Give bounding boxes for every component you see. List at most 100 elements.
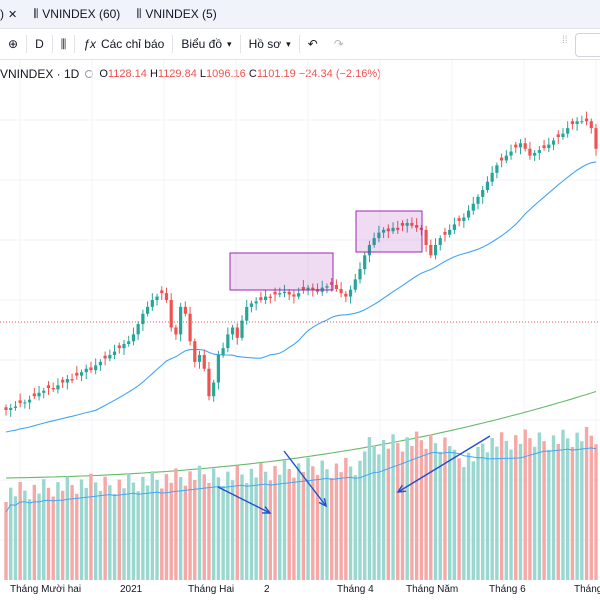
candle-body (131, 334, 136, 342)
volume-bar (37, 493, 41, 580)
candle-body (377, 232, 381, 239)
volume-bar (589, 435, 593, 580)
candle-body (273, 291, 277, 295)
volume-bar (292, 477, 296, 580)
volume-bar (523, 429, 527, 580)
low-key: L (199, 68, 207, 80)
volume-bar (514, 435, 518, 580)
candle-body (23, 402, 27, 404)
volume-bar (499, 432, 504, 580)
candle-body (56, 385, 60, 390)
candle-body (112, 351, 117, 355)
close-key: C (248, 68, 257, 80)
candle-body (103, 355, 107, 359)
add-symbol-button[interactable]: ⊕ (0, 29, 26, 59)
volume-bar (249, 468, 254, 580)
close-icon[interactable]: ✕ (8, 8, 18, 21)
volume-bar (79, 479, 84, 580)
toolbar-divider (74, 35, 76, 53)
volume-bar (221, 485, 225, 580)
candle-body (89, 367, 93, 371)
status-dot-icon (85, 70, 94, 78)
candle-body (94, 365, 98, 371)
volume-bar (245, 483, 249, 580)
volume-bar (358, 460, 362, 580)
arrow-head (318, 498, 327, 508)
volume-bar (145, 485, 150, 580)
candle-body (146, 306, 150, 314)
volume-bar (9, 487, 13, 580)
toolbar-divider (239, 35, 241, 53)
candle-body (344, 293, 348, 297)
candle-body (533, 152, 537, 156)
candle-body (551, 140, 556, 145)
chart-type-button[interactable]: ⫼ (53, 29, 75, 59)
drag-grip-icon[interactable]: ⁞⁞ (562, 35, 568, 46)
candle-body (235, 327, 239, 338)
candle-body (584, 118, 589, 122)
volume-bar (443, 437, 447, 580)
interval-button[interactable]: D (27, 29, 52, 59)
candle-body (297, 293, 301, 297)
high-key: H (149, 68, 158, 80)
volume-bar (108, 485, 112, 580)
candle-body (363, 255, 367, 270)
volume-bar (216, 477, 221, 580)
volume-bar (381, 440, 386, 580)
candle-body (70, 379, 74, 381)
volume-bar (391, 434, 395, 580)
volume-bar (197, 465, 202, 580)
candle-body (471, 203, 475, 211)
candle-body (382, 229, 386, 233)
chart-tab-bar: ) ✕ ⫼ VNINDEX (60) ⫼ VNINDEX (5) (0, 0, 600, 29)
volume-bar (471, 461, 475, 580)
chart-layout-button[interactable]: Biểu đồ ▾ (173, 29, 239, 59)
candle-body (424, 229, 428, 245)
volume-bar (136, 491, 140, 580)
volume-bar (169, 482, 173, 580)
candle-body (179, 306, 183, 335)
volume-bar (4, 502, 8, 580)
candle-body (476, 196, 480, 204)
open-key: O (99, 68, 108, 80)
tab-current[interactable]: ) ✕ (0, 0, 25, 28)
candle-body (127, 341, 131, 344)
candle-body (292, 294, 296, 297)
candle-body (183, 306, 187, 314)
x-tick-label: Tháng Mười hai (10, 584, 82, 595)
volume-bar (495, 446, 499, 580)
volume-bar (490, 437, 494, 580)
candle-body (306, 287, 310, 290)
candle-body (150, 300, 154, 307)
volume-bar (532, 446, 537, 580)
candle-body (84, 368, 88, 373)
volume-bar (164, 474, 169, 580)
volume-bar (18, 481, 22, 580)
layout-toggle-button[interactable] (575, 33, 600, 57)
candle-body (160, 290, 164, 294)
undo-button[interactable]: ↶ (300, 29, 326, 59)
candle-body (528, 148, 532, 156)
volume-ma-line (5, 447, 597, 513)
candle-body (98, 361, 102, 366)
indicators-button[interactable]: ƒx Các chỉ báo (75, 29, 172, 59)
candle-body (136, 324, 140, 335)
candle-body (197, 355, 202, 362)
volume-bar (23, 490, 27, 580)
tab-vnindex-5-label: VNINDEX (5) (145, 7, 217, 21)
arrow-head (261, 506, 272, 514)
price-chart[interactable] (0, 0, 600, 582)
time-axis[interactable]: Tháng Mười hai 2021 Tháng Hai 2 Tháng 4 … (0, 582, 600, 600)
tab-vnindex-60[interactable]: ⫼ VNINDEX (60) (25, 0, 128, 28)
profile-button[interactable]: Hồ sơ ▾ (241, 29, 299, 59)
volume-bar (202, 474, 206, 580)
ma-fast-line (5, 161, 597, 433)
candle-body (353, 279, 357, 290)
candle-body (419, 227, 423, 230)
candle-body (405, 223, 409, 226)
candle-body (108, 355, 112, 359)
candle-body (466, 210, 471, 218)
redo-button[interactable]: ↷ (326, 29, 352, 59)
candle-body (518, 143, 523, 148)
tab-vnindex-5[interactable]: ⫼ VNINDEX (5) (128, 0, 224, 28)
